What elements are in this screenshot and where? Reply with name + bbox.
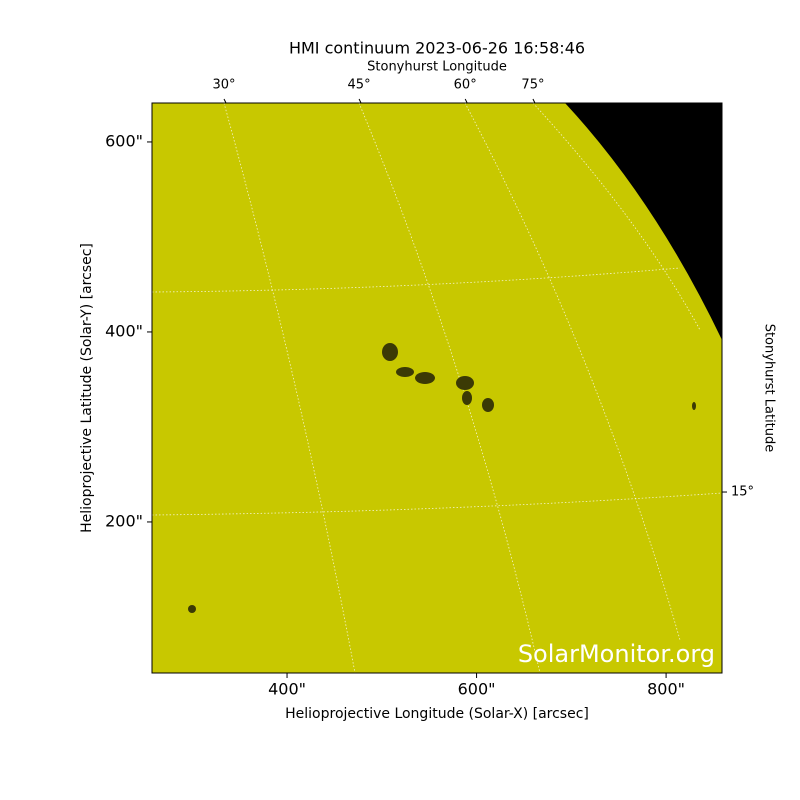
space [565, 103, 722, 340]
plot-frame [151, 102, 723, 674]
sunspot [456, 376, 474, 390]
top-tick [532, 98, 536, 104]
top-axis-label: Stonyhurst Longitude [367, 60, 507, 75]
chart-title: HMI continuum 2023-06-26 16:58:46 [289, 39, 585, 58]
y-axis-label: Helioprojective Latitude (Solar-Y) [arcs… [79, 243, 95, 533]
watermark: SolarMonitor.org [518, 640, 715, 668]
sunspot [396, 367, 414, 377]
y-tick-label: 400" [105, 321, 143, 340]
x-tick-label: 400" [268, 680, 306, 699]
grid [151, 102, 723, 674]
sunspot [462, 391, 472, 405]
right-tick-label: 15° [731, 485, 754, 500]
sunspot [188, 605, 196, 613]
top-tick-label: 60° [454, 78, 477, 93]
sunspot [382, 343, 398, 361]
latitude-line [151, 267, 681, 293]
y-tick-label: 200" [105, 511, 143, 530]
sunspot [482, 398, 494, 412]
longitude-line [464, 102, 681, 641]
top-tick-label: 45° [348, 78, 371, 93]
longitude-line [532, 102, 701, 331]
x-tick-label: 800" [647, 680, 685, 699]
longitude-line [223, 102, 356, 674]
solar-image [152, 103, 722, 673]
top-tick-label: 75° [521, 78, 544, 93]
sunspots [188, 343, 696, 613]
x-axis-label: Helioprojective Longitude (Solar-X) [arc… [285, 706, 589, 722]
y-tick-label: 600" [105, 131, 143, 150]
sunspot [415, 372, 435, 384]
top-tick [223, 98, 227, 104]
longitude-line [358, 102, 541, 674]
right-axis-label: Stonyhurst Latitude [762, 324, 777, 453]
x-tick-label: 600" [458, 680, 496, 699]
sunspot [692, 402, 696, 410]
latitude-line [151, 492, 723, 516]
top-tick-label: 30° [212, 78, 235, 93]
top-tick [464, 98, 468, 104]
top-tick [358, 98, 362, 104]
